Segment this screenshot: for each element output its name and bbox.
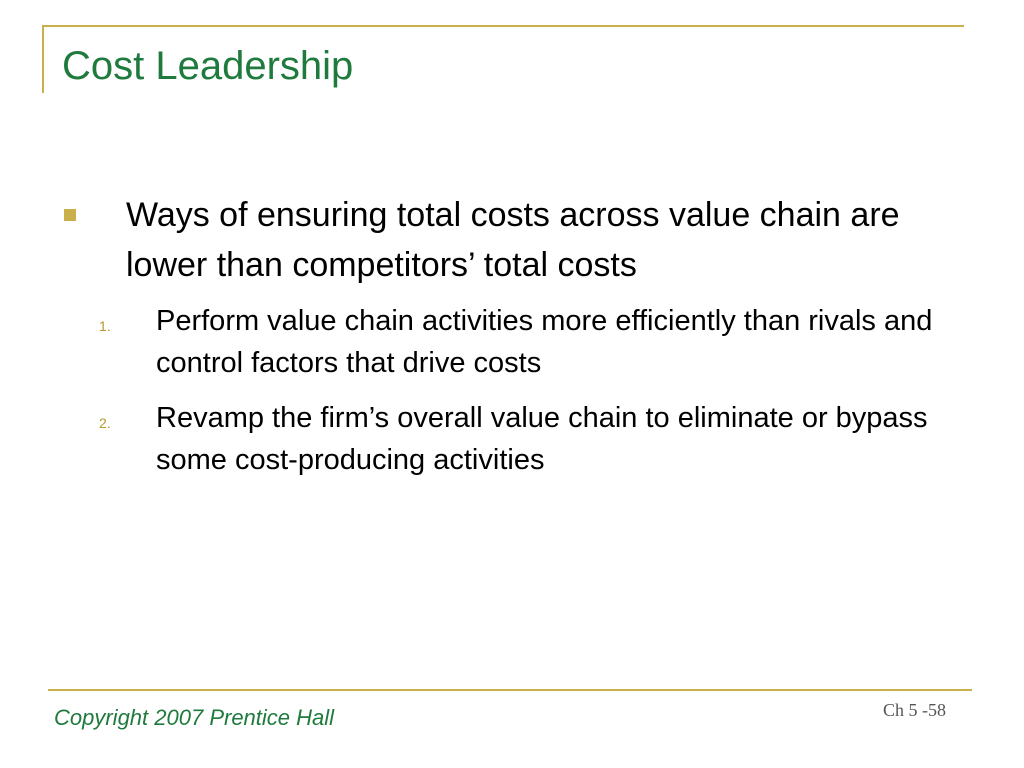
subpoint-number-1: 1. — [99, 318, 111, 334]
subpoint-text-2: Revamp the firm’s overall value chain to… — [156, 402, 928, 476]
top-divider-line — [42, 25, 964, 27]
title-left-accent-line — [42, 25, 44, 93]
main-bullet-text: Ways of ensuring total costs across valu… — [126, 196, 900, 284]
subpoint-text-1: Perform value chain activities more effi… — [156, 305, 933, 379]
copyright-text: Copyright 2007 Prentice Hall — [54, 705, 335, 730]
square-bullet-icon — [64, 209, 76, 221]
slide-title: Cost Leadership — [62, 44, 354, 88]
subpoint-number-2: 2. — [99, 415, 111, 431]
footer-divider-line — [48, 689, 972, 691]
slide-number: Ch 5 -58 — [883, 700, 946, 720]
